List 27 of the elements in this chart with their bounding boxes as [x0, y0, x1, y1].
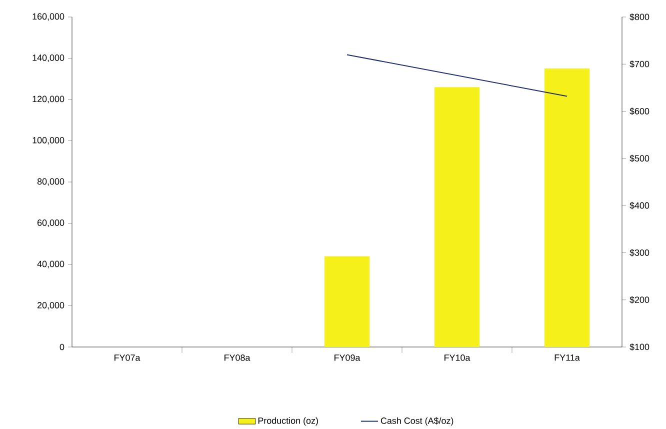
- y2-tick-label: $200: [630, 296, 650, 304]
- y-tick-label: 140,000: [32, 54, 64, 62]
- y-tick-label: 40,000: [37, 260, 64, 268]
- y2-tick-label: $800: [630, 13, 650, 20]
- y2-tick-label: $100: [630, 343, 650, 350]
- y-tick-label: 0: [60, 344, 64, 350]
- y2-tick-label: $600: [630, 108, 650, 115]
- x-tick-label: FY09a: [334, 354, 360, 361]
- legend-label: Cash Cost (A$/oz): [380, 417, 454, 426]
- legend-label: Production (oz): [258, 417, 318, 426]
- y-tick-label: 100,000: [32, 136, 64, 144]
- x-tick-label: FY07a: [114, 354, 140, 361]
- y2-tick-label: $700: [630, 60, 650, 68]
- y-tick-label: 80,000: [37, 178, 64, 186]
- x-tick-label: FY08a: [224, 354, 250, 361]
- x-tick-label: FY10a: [444, 354, 470, 361]
- y-tick-label: 160,000: [32, 13, 64, 21]
- bar: [544, 68, 590, 347]
- x-tick-label: FY11a: [554, 354, 580, 361]
- y2-tick-label: $400: [630, 202, 650, 210]
- y-tick-label: 120,000: [32, 96, 64, 104]
- y2-tick-label: $500: [630, 154, 650, 162]
- bar: [324, 256, 370, 347]
- bar: [434, 86, 480, 347]
- y-tick-label: 60,000: [38, 219, 64, 227]
- y2-tick-label: $300: [630, 248, 650, 256]
- y-tick-label: 20,000: [38, 302, 64, 310]
